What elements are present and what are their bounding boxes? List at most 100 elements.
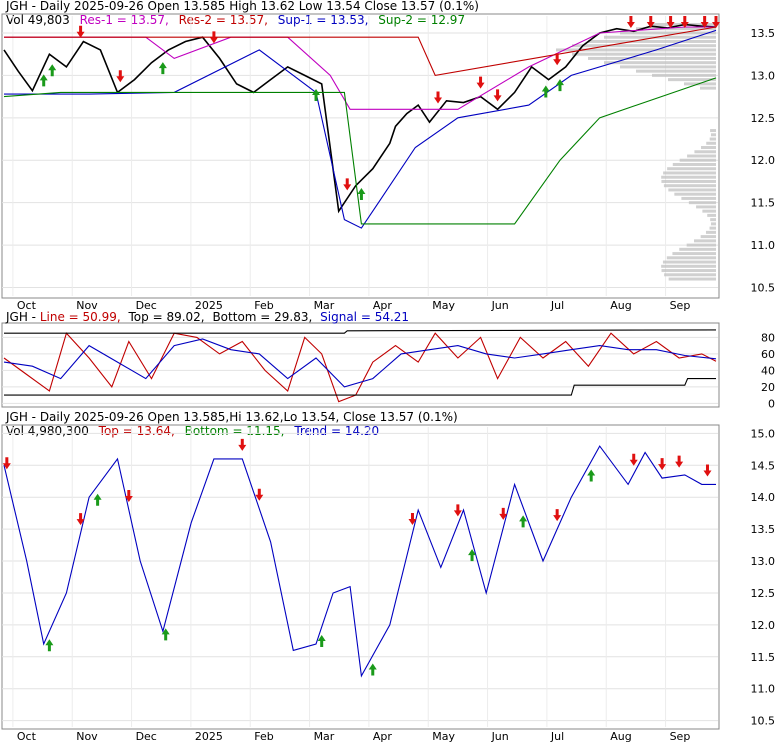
sell-arrow-marker bbox=[553, 509, 562, 522]
x-tick-label: 2025 bbox=[195, 299, 223, 312]
sell-arrow-marker bbox=[629, 453, 638, 466]
trend-panel-legend: Vol 4,980,300 Top = 13.64, Bottom = 11.1… bbox=[6, 424, 379, 438]
buy-arrow-marker bbox=[368, 663, 377, 676]
y-tick-label: 13.0 bbox=[751, 69, 776, 82]
y-tick-label: 10.5 bbox=[751, 282, 776, 295]
buy-arrow-marker bbox=[519, 515, 528, 528]
legend-volume: Vol 49,803 bbox=[6, 13, 70, 27]
sell-arrow-marker bbox=[124, 489, 133, 502]
sell-arrow-marker bbox=[703, 464, 712, 477]
y-tick-label: 14.5 bbox=[751, 459, 776, 472]
stoch-prefix: JGH - bbox=[5, 310, 40, 324]
sell-arrow-marker bbox=[666, 16, 675, 28]
volume-profile-bar bbox=[710, 218, 716, 222]
series-close bbox=[3, 23, 717, 214]
volume-profile-bar bbox=[702, 209, 716, 213]
legend-line: Line = 50.99, bbox=[40, 310, 121, 324]
price-panel-frame bbox=[1, 13, 720, 299]
volume-profile-bar bbox=[661, 175, 716, 179]
buy-arrow-marker bbox=[312, 89, 321, 102]
volume-profile-bar bbox=[588, 56, 716, 60]
x-tick-label: Jul bbox=[550, 730, 564, 743]
volume-profile-bar bbox=[661, 264, 716, 268]
price-panel-legend: Vol 49,803 Res-1 = 13.57, Res-2 = 13.57,… bbox=[6, 13, 465, 27]
volume-profile-bar bbox=[681, 196, 716, 200]
x-tick-label: Aug bbox=[610, 299, 631, 312]
volume-profile-bar bbox=[694, 239, 716, 243]
volume-profile-bar bbox=[707, 213, 716, 217]
sell-arrow-marker bbox=[675, 455, 684, 468]
volume-profile-bar bbox=[668, 277, 716, 281]
volume-profile-bar bbox=[710, 222, 716, 226]
sell-arrow-marker bbox=[646, 16, 655, 28]
legend-res1: Res-1 = 13.57, bbox=[80, 13, 169, 27]
sell-arrow-marker bbox=[209, 31, 218, 44]
buy-arrow-marker bbox=[39, 74, 48, 87]
volume-profile-bar bbox=[652, 73, 716, 77]
x-tick-label: Nov bbox=[76, 299, 98, 312]
volume-profile-bar bbox=[663, 171, 716, 175]
legend-trend-bottom: Bottom = 11.15, bbox=[185, 424, 285, 438]
series-layer bbox=[3, 23, 717, 678]
y-tick-label: 60 bbox=[761, 348, 775, 361]
sell-arrow-marker bbox=[343, 178, 352, 191]
buy-arrow-marker bbox=[48, 64, 57, 77]
grid-layer bbox=[2, 16, 718, 727]
trend-panel-title: JGH - Daily 2025-09-26 Open 13.585,Hi 13… bbox=[5, 410, 458, 424]
volume-profile-bar bbox=[679, 158, 716, 162]
volume-profile-bar bbox=[661, 269, 716, 273]
series-bottom bbox=[4, 378, 716, 396]
volume-profile-bar bbox=[663, 184, 716, 188]
x-tick-label: 2025 bbox=[195, 730, 223, 743]
volume-profile-bar bbox=[668, 78, 716, 82]
x-tick-label: Feb bbox=[254, 299, 273, 312]
y-tick-label: 13.5 bbox=[751, 523, 776, 536]
volume-profile-bar bbox=[604, 61, 716, 65]
y-tick-label: 13.0 bbox=[751, 555, 776, 568]
volume-profile-bar bbox=[666, 256, 716, 260]
legend-res2: Res-2 = 13.57, bbox=[179, 13, 268, 27]
buy-arrow-marker bbox=[541, 85, 550, 98]
legend-signal: Signal = 54.21 bbox=[320, 310, 409, 324]
sell-arrow-marker bbox=[453, 504, 462, 517]
buy-arrow-marker bbox=[161, 628, 170, 641]
volume-profile-bar bbox=[686, 243, 716, 247]
volume-profile-bar bbox=[705, 230, 716, 234]
legend-trend-top: Top = 13.64, bbox=[98, 424, 175, 438]
volume-profile-bar bbox=[604, 35, 716, 39]
volume-profile-bar bbox=[588, 39, 716, 43]
x-tick-label: Nov bbox=[76, 730, 98, 743]
sell-arrow-marker bbox=[712, 16, 720, 28]
x-tick-label: Jun bbox=[491, 730, 509, 743]
volume-profile-bar bbox=[636, 69, 716, 73]
volume-profile-bar bbox=[700, 86, 716, 90]
series-res2 bbox=[4, 26, 717, 77]
volume-profile-bar bbox=[556, 48, 716, 52]
x-tick-label: Oct bbox=[17, 730, 37, 743]
volume-profile-bar bbox=[668, 188, 716, 192]
buy-arrow-marker bbox=[555, 79, 564, 92]
volume-profile-bar bbox=[672, 252, 716, 256]
y-tick-label: 11.0 bbox=[751, 239, 776, 252]
volume-profile-bar bbox=[700, 146, 716, 150]
sell-arrow-marker bbox=[700, 16, 709, 28]
x-tick-label: May bbox=[432, 730, 455, 743]
volume-profile-bar bbox=[667, 167, 716, 171]
y-tick-label: 11.5 bbox=[751, 651, 776, 664]
volume-profile-bar bbox=[706, 141, 716, 145]
x-tick-label: Sep bbox=[670, 299, 691, 312]
volume-profile-bar bbox=[688, 201, 716, 205]
y-tick-label: 80 bbox=[761, 331, 775, 344]
x-tick-label: Mar bbox=[314, 730, 335, 743]
legend-sup2: Sup-2 = 12.97 bbox=[378, 13, 465, 27]
sell-arrow-marker bbox=[255, 488, 264, 501]
series-sup1 bbox=[4, 29, 717, 229]
volume-profile-bar bbox=[672, 162, 716, 166]
buy-arrow-marker bbox=[468, 549, 477, 562]
y-tick-label: 0 bbox=[768, 397, 775, 410]
y-tick-label: 11.5 bbox=[751, 197, 776, 210]
x-tick-label: Dec bbox=[136, 299, 157, 312]
volume-profile-bar bbox=[572, 44, 716, 48]
